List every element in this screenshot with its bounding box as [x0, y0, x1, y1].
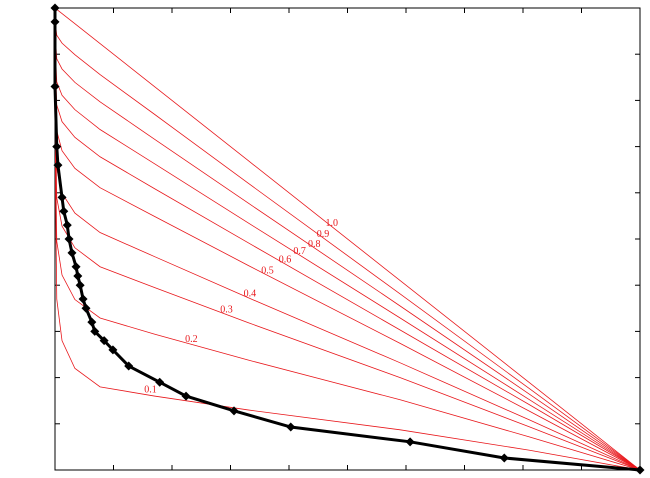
diamond-marker [87, 317, 97, 327]
curve-label: 0.2 [185, 334, 198, 345]
diamond-marker [499, 453, 509, 463]
diamond-marker [75, 280, 85, 290]
diamond-marker [635, 465, 645, 475]
diamond-marker [124, 361, 134, 371]
diamond-marker [67, 248, 77, 258]
curve-label: 1.0 [326, 218, 339, 229]
curve-label: 0.8 [308, 239, 321, 250]
curve-label: 0.6 [279, 255, 292, 266]
diamond-marker [99, 336, 109, 346]
diamond-marker [73, 271, 83, 281]
curve-label: 0.4 [244, 288, 257, 299]
diamond-marker [286, 422, 296, 432]
curve [54, 7, 641, 471]
diamond-marker [108, 345, 118, 355]
diamond-marker [81, 303, 91, 313]
diamond-marker [155, 377, 165, 387]
diamond-marker [181, 391, 191, 401]
diamond-marker [64, 234, 74, 244]
diamond-marker [62, 220, 72, 230]
curve-label: 0.7 [293, 246, 306, 257]
diamond-marker [50, 17, 60, 27]
curve-label: 0.3 [220, 304, 233, 315]
diamond-marker [57, 192, 67, 202]
diamond-marker [90, 326, 100, 336]
curve [54, 7, 641, 471]
diamond-marker [59, 206, 69, 216]
diamond-marker [50, 3, 60, 13]
curve-label: 0.9 [317, 229, 330, 240]
curve [54, 7, 641, 471]
diamond-marker [229, 406, 239, 416]
curve-label: 0.1 [144, 384, 157, 395]
diamond-marker [71, 262, 81, 272]
diamond-marker [405, 437, 415, 447]
diamond-marker [78, 294, 88, 304]
diamond-marker [50, 82, 60, 92]
diamond-marker [52, 142, 62, 152]
diamond-marker [53, 160, 63, 170]
curve-label: 0.5 [261, 266, 274, 277]
